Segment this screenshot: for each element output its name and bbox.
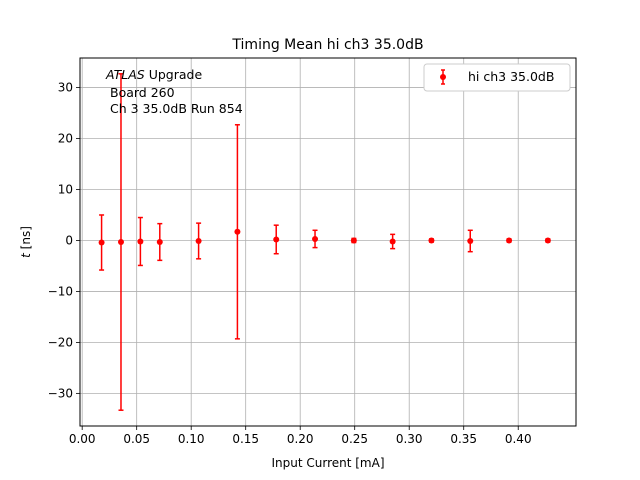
annotation-atlas: ATLAS <box>105 67 145 82</box>
data-point <box>273 224 280 255</box>
point-marker <box>195 237 202 244</box>
data-point <box>156 222 163 262</box>
y-tick-label: 0 <box>65 233 73 247</box>
point-marker <box>234 228 241 235</box>
x-tick-label: 0.05 <box>123 432 150 446</box>
point-marker <box>137 238 144 245</box>
data-point <box>117 73 124 411</box>
annotation: ATLAS Upgrade Board 260 Ch 3 35.0dB Run … <box>105 67 243 116</box>
annotation-line-3: Ch 3 35.0dB Run 854 <box>110 101 243 116</box>
point-marker <box>350 237 357 244</box>
grid <box>80 58 576 426</box>
data-point <box>506 237 513 244</box>
data-point <box>195 222 202 260</box>
annotation-upgrade: Upgrade <box>145 67 203 82</box>
x-ticks: 0.00 0.05 0.10 0.15 0.20 0.25 0.30 0.35 0.40 <box>69 426 532 446</box>
point-marker <box>156 239 163 245</box>
x-tick-label: 0.00 <box>69 432 96 446</box>
y-tick-label: 20 <box>58 132 73 146</box>
data-point <box>350 237 357 244</box>
annotation-line-2: Board 260 <box>110 85 175 100</box>
data-point <box>467 229 474 253</box>
x-tick-label: 0.25 <box>341 432 368 446</box>
y-tick-label: 30 <box>58 81 73 95</box>
point-marker <box>506 237 513 244</box>
y-axis-label: t [ns] <box>19 226 33 258</box>
data-point <box>137 216 144 267</box>
point-marker <box>273 236 280 243</box>
data-point <box>428 237 435 244</box>
point-marker <box>117 239 124 245</box>
data-point <box>544 237 551 244</box>
point-marker <box>467 237 474 244</box>
x-axis-label: Input Current [mA] <box>271 456 384 470</box>
x-tick-label: 0.40 <box>505 432 532 446</box>
y-tick-label: −10 <box>48 284 73 298</box>
x-tick-label: 0.30 <box>396 432 423 446</box>
point-marker <box>544 237 551 244</box>
data-points <box>98 73 551 411</box>
point-marker <box>428 237 435 244</box>
y-axis-label-unit: [ns] <box>19 226 33 253</box>
point-marker <box>389 238 396 245</box>
y-ticks: −30 −20 −10 0 10 20 30 <box>48 81 80 400</box>
y-tick-label: −20 <box>48 335 73 349</box>
legend-box <box>423 63 571 92</box>
y-tick-label: −30 <box>48 386 73 400</box>
axes-frame <box>79 57 577 427</box>
x-tick-label: 0.35 <box>450 432 477 446</box>
point-marker <box>98 239 105 246</box>
data-point <box>312 229 319 249</box>
x-tick-label: 0.10 <box>178 432 205 446</box>
data-point <box>389 233 396 250</box>
x-tick-label: 0.15 <box>232 432 259 446</box>
point-marker <box>312 235 319 242</box>
annotation-line-1: ATLAS Upgrade <box>105 67 202 82</box>
y-tick-label: 10 <box>58 183 73 197</box>
x-tick-label: 0.20 <box>287 432 314 446</box>
y-axis-label-symbol: t <box>19 252 33 258</box>
legend: hi ch3 35.0dB <box>423 63 571 92</box>
chart-title: Timing Mean hi ch3 35.0dB <box>231 37 423 53</box>
data-point <box>98 214 105 271</box>
legend-label: hi ch3 35.0dB <box>468 69 554 84</box>
legend-marker <box>440 69 446 85</box>
data-point <box>234 124 241 340</box>
